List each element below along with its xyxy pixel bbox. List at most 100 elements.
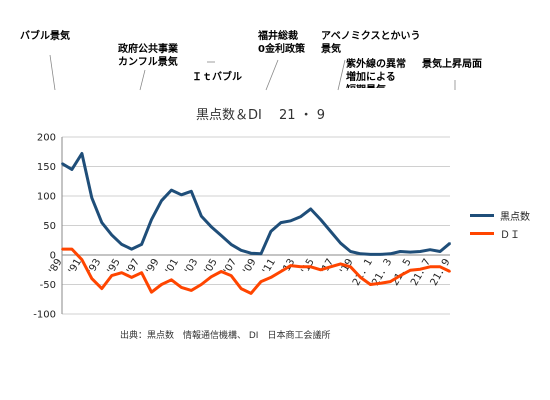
data-point-sunspots: [80, 152, 83, 155]
data-point-di: [150, 291, 153, 294]
annotation-uv-boom: 紫外線の異常 増加による 短期景気: [346, 59, 406, 88]
legend-swatch-sunspots: [470, 214, 494, 217]
data-point-sunspots: [260, 252, 262, 255]
data-point-di: [260, 280, 262, 283]
data-point-di: [71, 248, 73, 251]
data-point-di: [449, 270, 451, 273]
annotation-it-bubble: Ｉｔバブル: [192, 72, 242, 83]
data-point-sunspots: [349, 250, 352, 253]
y-tick-label: 150: [37, 162, 56, 173]
data-point-sunspots: [369, 253, 372, 256]
annotation-pointer-3: [265, 59, 279, 91]
data-point-sunspots: [210, 225, 213, 228]
data-point-di: [61, 248, 63, 251]
chart-title: 黒点数＆DI 21 ・ 9: [196, 108, 326, 123]
data-point-sunspots: [170, 189, 173, 192]
data-point-sunspots: [71, 168, 73, 171]
y-tick-label: 0: [50, 251, 56, 262]
annotation-upturn: 景気上昇局面: [422, 59, 482, 70]
data-point-di: [279, 270, 282, 273]
data-point-di: [399, 274, 402, 277]
data-point-di: [270, 276, 272, 279]
x-tick-label: '03: [183, 257, 200, 276]
data-point-sunspots: [279, 221, 282, 224]
annotation-bubble: バブル景気: [20, 31, 70, 42]
data-point-sunspots: [429, 248, 432, 251]
data-point-di: [250, 292, 252, 295]
y-tick-label: 50: [43, 221, 56, 232]
data-point-di: [100, 287, 103, 290]
data-point-di: [130, 276, 133, 279]
data-point-di: [230, 274, 233, 277]
data-point-sunspots: [190, 190, 193, 193]
data-point-sunspots: [399, 250, 402, 253]
data-point-sunspots: [130, 248, 133, 251]
data-point-sunspots: [449, 242, 451, 245]
data-point-di: [299, 265, 302, 268]
data-point-di: [289, 264, 292, 267]
data-point-di: [90, 277, 93, 280]
data-point-di: [220, 270, 223, 273]
series-line-sunspots: [61, 152, 451, 256]
x-tick-label: '09: [241, 257, 258, 276]
legend-swatch-di: [470, 232, 494, 235]
data-point-sunspots: [299, 215, 302, 218]
data-point-sunspots: [220, 234, 223, 237]
data-point-di: [419, 268, 422, 271]
y-tick-label: 100: [37, 192, 56, 203]
x-tick-label: '01: [164, 257, 181, 276]
data-point-sunspots: [100, 221, 103, 224]
data-point-sunspots: [110, 234, 113, 236]
data-point-di: [349, 265, 352, 268]
data-point-sunspots: [419, 250, 422, 253]
y-tick-label: -100: [33, 310, 56, 321]
data-point-di: [409, 269, 412, 272]
data-point-di: [120, 271, 123, 274]
legend-label-di: ＤＩ: [500, 230, 520, 241]
data-point-di: [170, 278, 173, 281]
data-point-di: [240, 287, 242, 290]
data-point-di: [309, 265, 312, 268]
data-point-di: [210, 275, 213, 278]
data-point-sunspots: [339, 242, 342, 245]
annotation-zero-interest: 福井総裁 0金利政策: [258, 31, 305, 55]
data-point-sunspots: [289, 219, 292, 222]
annotation-public-works: 政府公共事業 カンフル景気: [118, 44, 178, 68]
data-point-sunspots: [90, 196, 93, 199]
data-point-sunspots: [180, 193, 183, 196]
annotation-pointer-1: [139, 69, 146, 91]
data-point-sunspots: [240, 249, 242, 252]
data-point-di: [429, 265, 432, 268]
x-tick-label: '99: [144, 257, 161, 276]
data-point-di: [180, 286, 183, 289]
data-point-sunspots: [329, 230, 332, 233]
data-point-di: [379, 282, 382, 285]
source-note: 出典：黒点数 情報通信機構、 DI 日本商工会議所: [120, 331, 331, 341]
data-point-sunspots: [319, 218, 322, 221]
data-point-di: [160, 283, 163, 286]
data-point-di: [190, 289, 193, 292]
data-point-sunspots: [61, 162, 63, 165]
data-point-sunspots: [389, 252, 392, 255]
legend-label-sunspots: 黒点数: [500, 212, 530, 223]
legend-sunspots: 黒点数: [470, 208, 530, 223]
y-tick-label: 200: [37, 133, 56, 144]
data-point-di: [329, 265, 332, 268]
data-point-di: [439, 265, 441, 268]
data-point-di: [80, 258, 83, 261]
data-point-sunspots: [379, 253, 382, 256]
data-point-sunspots: [140, 243, 143, 246]
data-point-di: [339, 262, 342, 265]
data-point-sunspots: [359, 252, 362, 255]
legend-di: ＤＩ: [470, 226, 520, 241]
data-point-di: [369, 283, 372, 286]
data-point-sunspots: [250, 252, 252, 255]
data-point-sunspots: [230, 243, 233, 246]
annotation-pointer-4: [337, 59, 346, 91]
data-point-sunspots: [120, 243, 123, 246]
data-point-di: [200, 283, 203, 286]
data-point-sunspots: [409, 251, 412, 253]
series-line-di: [62, 247, 451, 295]
y-tick-label: -50: [40, 280, 56, 291]
